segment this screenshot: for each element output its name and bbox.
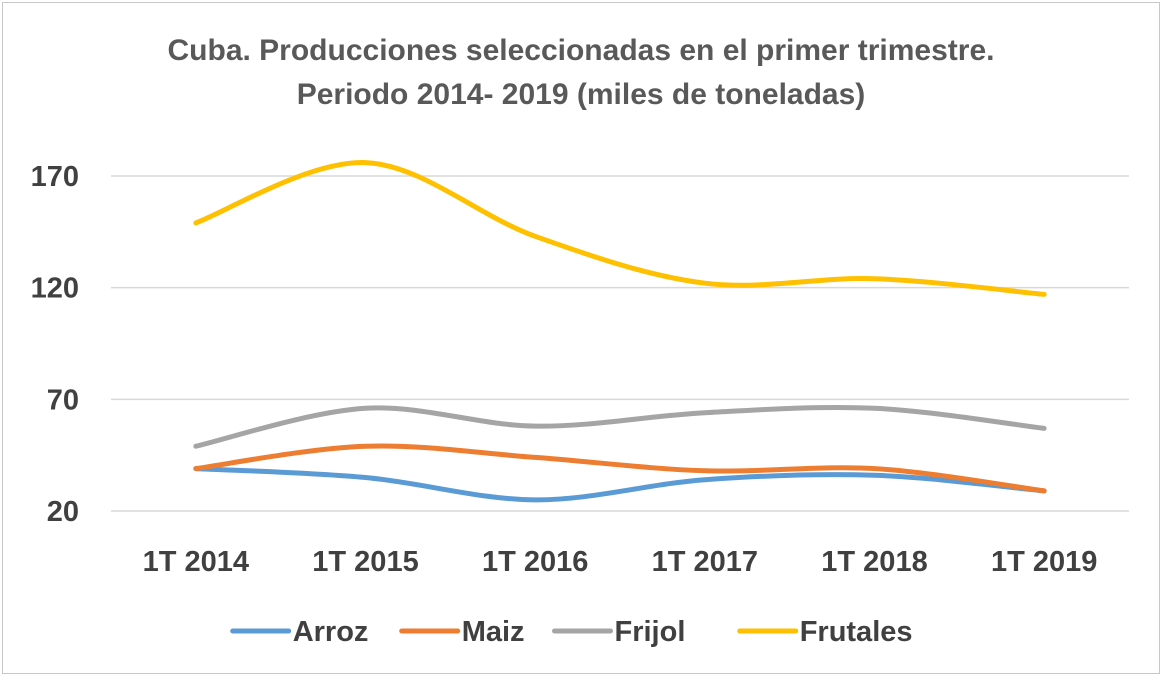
y-tick-label-70: 70 [47,384,79,416]
legend-label-frutales: Frutales [800,616,913,648]
chart-title-line-2: Periodo 2014- 2019 (miles de toneladas) [296,78,866,111]
y-tick-label-120: 120 [31,273,79,305]
series-line-arroz [193,466,1047,503]
x-tick-label-6: 1T 2019 [991,546,1097,578]
legend-label-arroz: Arroz [293,616,369,648]
chart-title-line-1: Cuba. Producciones seleccionadas en el p… [167,34,995,67]
y-tick-label-170: 170 [31,161,79,193]
legend-label-maiz: Maiz [462,616,525,648]
chart-title: Cuba. Producciones seleccionadas en el p… [3,29,1159,117]
series-line-frutales [193,160,1047,297]
legend-label-frijol: Frijol [615,616,686,648]
x-tick-label-4: 1T 2017 [652,546,758,578]
x-tick-label-5: 1T 2018 [821,546,927,578]
series-line-maiz [193,443,1047,494]
line-chart: 20 70 120 170 1T 2014 1T 2015 1T 2016 1T 2017 1T… [31,160,1129,648]
y-tick-label-20: 20 [47,496,79,528]
x-tick-label-1: 1T 2014 [143,546,249,578]
series-line-frijol [193,404,1047,449]
x-tick-label-2: 1T 2015 [312,546,418,578]
x-tick-label-3: 1T 2016 [482,546,588,578]
